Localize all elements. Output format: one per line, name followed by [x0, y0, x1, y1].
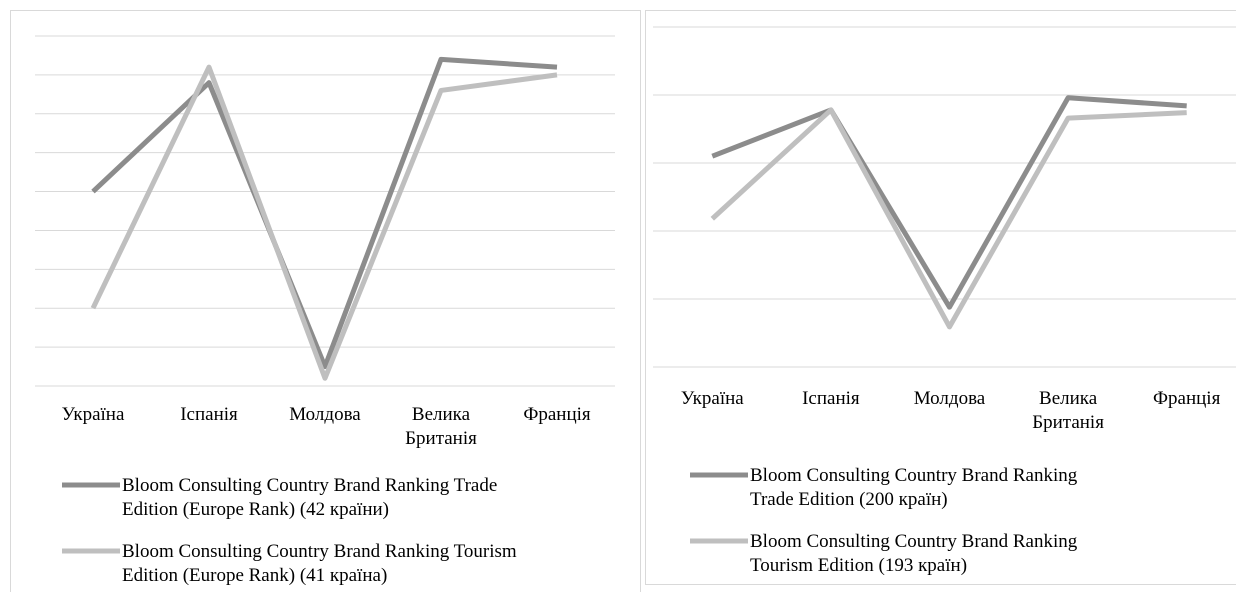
line-series: [712, 110, 1186, 327]
x-tick-label: Іспанія: [180, 404, 238, 425]
x-tick-label: Франція: [1153, 388, 1221, 409]
x-tick-label: Україна: [62, 404, 125, 425]
x-tick-label: Україна: [681, 388, 744, 409]
legend-label: Bloom Consulting Country Brand Ranking T…: [122, 475, 497, 520]
x-tick-label: Молдова: [289, 404, 361, 425]
line-series: [712, 98, 1186, 307]
x-tick-label: Молдова: [914, 388, 986, 409]
x-tick-label: Іспанія: [802, 388, 860, 409]
x-tick-label: Франція: [523, 404, 591, 425]
line-series: [93, 59, 557, 366]
legend-label: Bloom Consulting Country Brand Ranking T…: [122, 541, 517, 586]
